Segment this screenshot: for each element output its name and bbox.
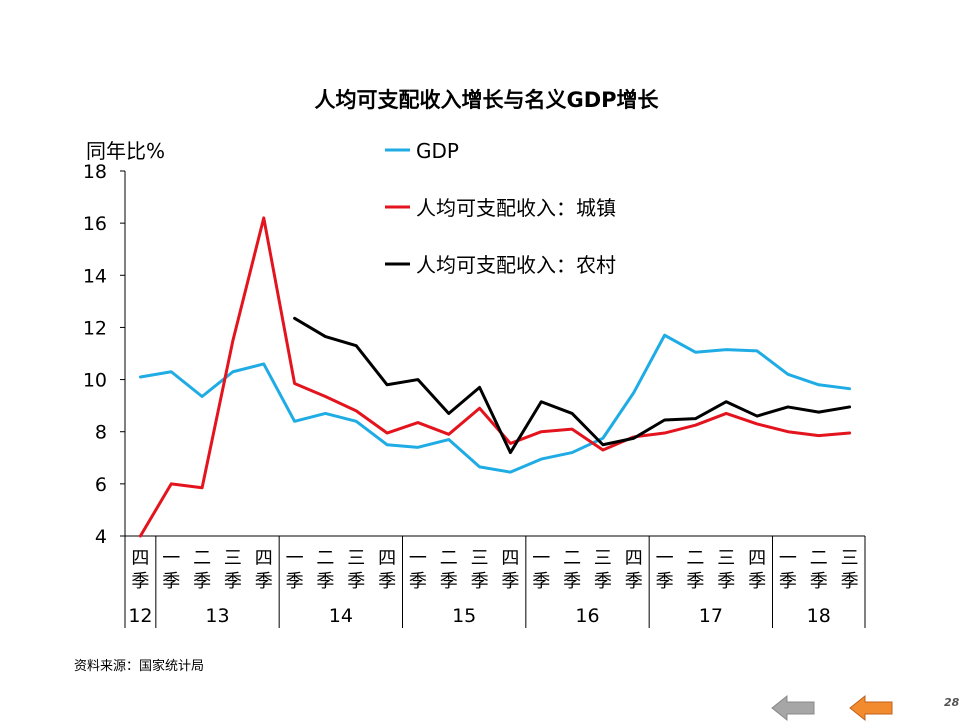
- page-number: 28: [944, 696, 959, 709]
- x-tick-label-char: 三: [594, 548, 612, 569]
- x-tick-label-char: 三: [471, 548, 489, 569]
- x-tick-label-char: 季: [656, 571, 674, 592]
- series-line: [295, 318, 850, 452]
- x-tick-label-char: 季: [594, 571, 612, 592]
- x-tick-label-char: 季: [255, 571, 273, 592]
- year-label: 16: [575, 605, 599, 627]
- next-slide-button[interactable]: [848, 694, 894, 722]
- x-tick-label-char: 季: [810, 571, 828, 592]
- x-tick-label-char: 一: [409, 548, 427, 569]
- x-tick-label-char: 四: [501, 548, 519, 569]
- x-tick-label-char: 季: [748, 571, 766, 592]
- x-tick-label-char: 三: [224, 548, 242, 569]
- x-tick-label-char: 二: [316, 548, 334, 569]
- x-tick-label-char: 一: [656, 548, 674, 569]
- x-tick-label-char: 二: [686, 548, 704, 569]
- year-label: 17: [699, 605, 723, 627]
- legend-label: GDP: [416, 139, 459, 163]
- x-tick-label-char: 季: [131, 571, 149, 592]
- legend-label: 人均可支配收入：农村: [416, 253, 616, 277]
- year-label: 15: [452, 605, 476, 627]
- year-label: 18: [807, 605, 831, 627]
- x-tick-label-char: 季: [471, 571, 489, 592]
- x-tick-label-char: 季: [779, 571, 797, 592]
- legend-label: 人均可支配收入：城镇: [416, 196, 616, 220]
- series-line: [140, 335, 849, 472]
- x-tick-label-char: 季: [224, 571, 242, 592]
- x-tick-label-char: 四: [748, 548, 766, 569]
- y-tick-label: 10: [83, 370, 107, 392]
- x-tick-label-char: 一: [779, 548, 797, 569]
- left-arrow-icon: [848, 694, 894, 722]
- y-tick-label: 16: [83, 213, 107, 235]
- x-tick-label-char: 季: [409, 571, 427, 592]
- x-tick-label-char: 四: [131, 548, 149, 569]
- source-note: 资料来源：国家统计局: [74, 655, 204, 674]
- y-tick-label: 6: [95, 474, 107, 496]
- x-tick-label-char: 一: [532, 548, 550, 569]
- x-tick-label-char: 季: [625, 571, 643, 592]
- x-tick-label-char: 三: [347, 548, 365, 569]
- year-label: 14: [329, 605, 353, 627]
- y-tick-label: 14: [83, 265, 107, 287]
- x-tick-label-char: 季: [193, 571, 211, 592]
- x-tick-label-char: 季: [686, 571, 704, 592]
- y-tick-label: 12: [83, 317, 107, 339]
- x-tick-label-char: 季: [440, 571, 458, 592]
- x-tick-label-char: 二: [563, 548, 581, 569]
- x-tick-label-char: 季: [162, 571, 180, 592]
- year-label: 13: [205, 605, 229, 627]
- prev-slide-button[interactable]: [770, 694, 816, 722]
- y-tick-label: 18: [83, 161, 107, 183]
- x-tick-label-char: 季: [841, 571, 859, 592]
- year-label: 12: [128, 605, 152, 627]
- x-tick-label-char: 四: [625, 548, 643, 569]
- x-tick-label-char: 季: [316, 571, 334, 592]
- x-tick-label-char: 季: [563, 571, 581, 592]
- x-tick-label-char: 四: [255, 548, 273, 569]
- x-tick-label-char: 二: [440, 548, 458, 569]
- x-tick-label-char: 二: [193, 548, 211, 569]
- x-tick-label-char: 三: [717, 548, 735, 569]
- x-tick-label-char: 二: [810, 548, 828, 569]
- y-tick-label: 8: [95, 422, 107, 444]
- x-tick-label-char: 季: [717, 571, 735, 592]
- x-tick-label-char: 一: [162, 548, 180, 569]
- x-tick-label-char: 四: [378, 548, 396, 569]
- x-tick-label-char: 季: [532, 571, 550, 592]
- x-tick-label-char: 三: [841, 548, 859, 569]
- x-tick-label-char: 季: [378, 571, 396, 592]
- left-arrow-icon: [770, 694, 816, 722]
- x-tick-label-char: 一: [286, 548, 304, 569]
- x-tick-label-char: 季: [501, 571, 519, 592]
- y-tick-label: 4: [95, 526, 107, 548]
- x-tick-label-char: 季: [347, 571, 365, 592]
- x-tick-label-char: 季: [286, 571, 304, 592]
